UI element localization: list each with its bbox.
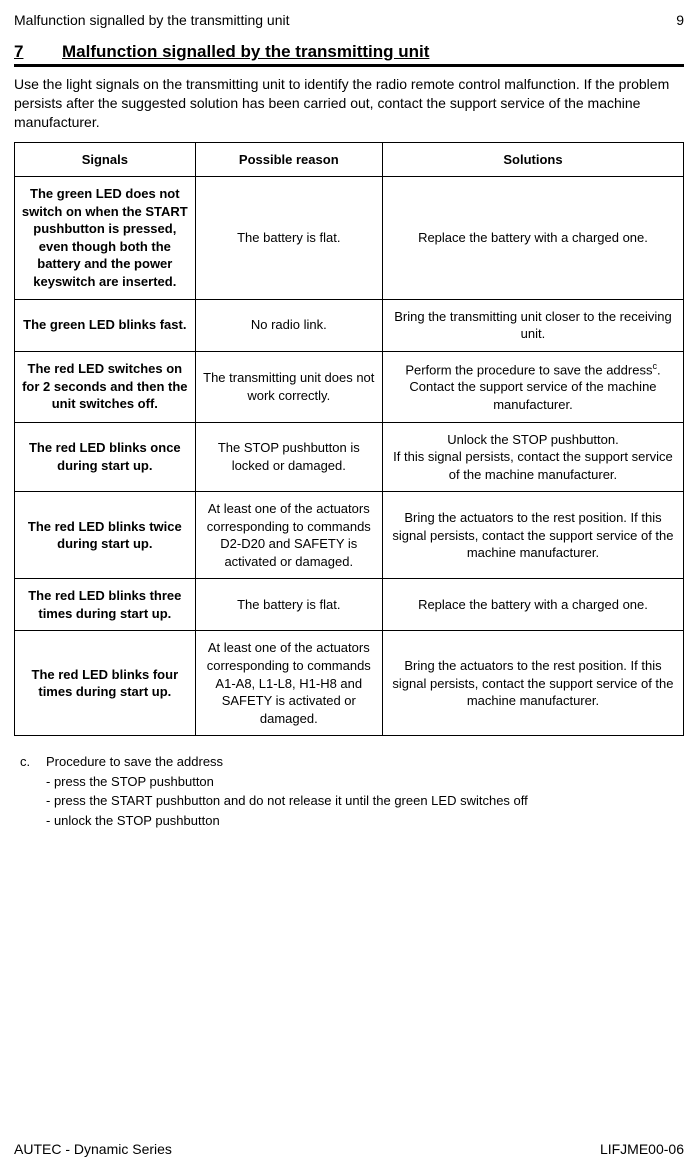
signal-cell: The red LED blinks twice during start up… [15, 492, 196, 579]
footnote: c. Procedure to save the address - press… [14, 752, 684, 830]
page-header: Malfunction signalled by the transmittin… [14, 12, 684, 28]
signal-cell: The red LED switches on for 2 seconds an… [15, 351, 196, 422]
reason-cell: At least one of the actuators correspond… [195, 492, 382, 579]
table-row: The green LED does not switch on when th… [15, 177, 684, 299]
footnote-item: - unlock the STOP pushbutton [14, 811, 684, 831]
table-header-cell: Signals [15, 142, 196, 177]
malfunction-table: SignalsPossible reasonSolutions The gree… [14, 142, 684, 737]
solution-cell: Bring the transmitting unit closer to th… [382, 299, 683, 351]
page-number: 9 [676, 12, 684, 28]
table-row: The red LED blinks twice during start up… [15, 492, 684, 579]
footnote-title: Procedure to save the address [46, 752, 684, 772]
table-head: SignalsPossible reasonSolutions [15, 142, 684, 177]
page: Malfunction signalled by the transmittin… [0, 0, 698, 1167]
reason-cell: The transmitting unit does not work corr… [195, 351, 382, 422]
footer-left: AUTEC - Dynamic Series [14, 1141, 172, 1157]
signal-cell: The green LED does not switch on when th… [15, 177, 196, 299]
section-number: 7 [14, 42, 62, 62]
footnote-item: - press the STOP pushbutton [14, 772, 684, 792]
footer-right: LIFJME00-06 [600, 1141, 684, 1157]
footnote-item: - press the START pushbutton and do not … [14, 791, 684, 811]
section-title: Malfunction signalled by the transmittin… [62, 42, 429, 62]
signal-cell: The red LED blinks three times during st… [15, 579, 196, 631]
table-header-row: SignalsPossible reasonSolutions [15, 142, 684, 177]
table-row: The red LED blinks four times during sta… [15, 631, 684, 736]
solution-cell: Perform the procedure to save the addres… [382, 351, 683, 422]
intro-paragraph: Use the light signals on the transmittin… [14, 75, 684, 132]
solution-cell: Bring the actuators to the rest position… [382, 492, 683, 579]
reason-cell: The battery is flat. [195, 177, 382, 299]
running-title: Malfunction signalled by the transmittin… [14, 12, 289, 28]
table-row: The green LED blinks fast.No radio link.… [15, 299, 684, 351]
table-row: The red LED blinks once during start up.… [15, 422, 684, 492]
signal-cell: The green LED blinks fast. [15, 299, 196, 351]
table-row: The red LED switches on for 2 seconds an… [15, 351, 684, 422]
reason-cell: At least one of the actuators correspond… [195, 631, 382, 736]
table-row: The red LED blinks three times during st… [15, 579, 684, 631]
signal-cell: The red LED blinks once during start up. [15, 422, 196, 492]
reason-cell: No radio link. [195, 299, 382, 351]
section-heading: 7 Malfunction signalled by the transmitt… [14, 42, 684, 67]
solution-cell: Bring the actuators to the rest position… [382, 631, 683, 736]
page-footer: AUTEC - Dynamic Series LIFJME00-06 [14, 1121, 684, 1157]
reason-cell: The battery is flat. [195, 579, 382, 631]
table-body: The green LED does not switch on when th… [15, 177, 684, 736]
table-header-cell: Possible reason [195, 142, 382, 177]
table-header-cell: Solutions [382, 142, 683, 177]
reason-cell: The STOP pushbutton is locked or damaged… [195, 422, 382, 492]
solution-cell: Unlock the STOP pushbutton.If this signa… [382, 422, 683, 492]
footnote-items: - press the STOP pushbutton- press the S… [14, 772, 684, 831]
footnote-letter: c. [14, 752, 46, 772]
solution-cell: Replace the battery with a charged one. [382, 579, 683, 631]
footnote-title-row: c. Procedure to save the address [14, 752, 684, 772]
solution-cell: Replace the battery with a charged one. [382, 177, 683, 299]
signal-cell: The red LED blinks four times during sta… [15, 631, 196, 736]
